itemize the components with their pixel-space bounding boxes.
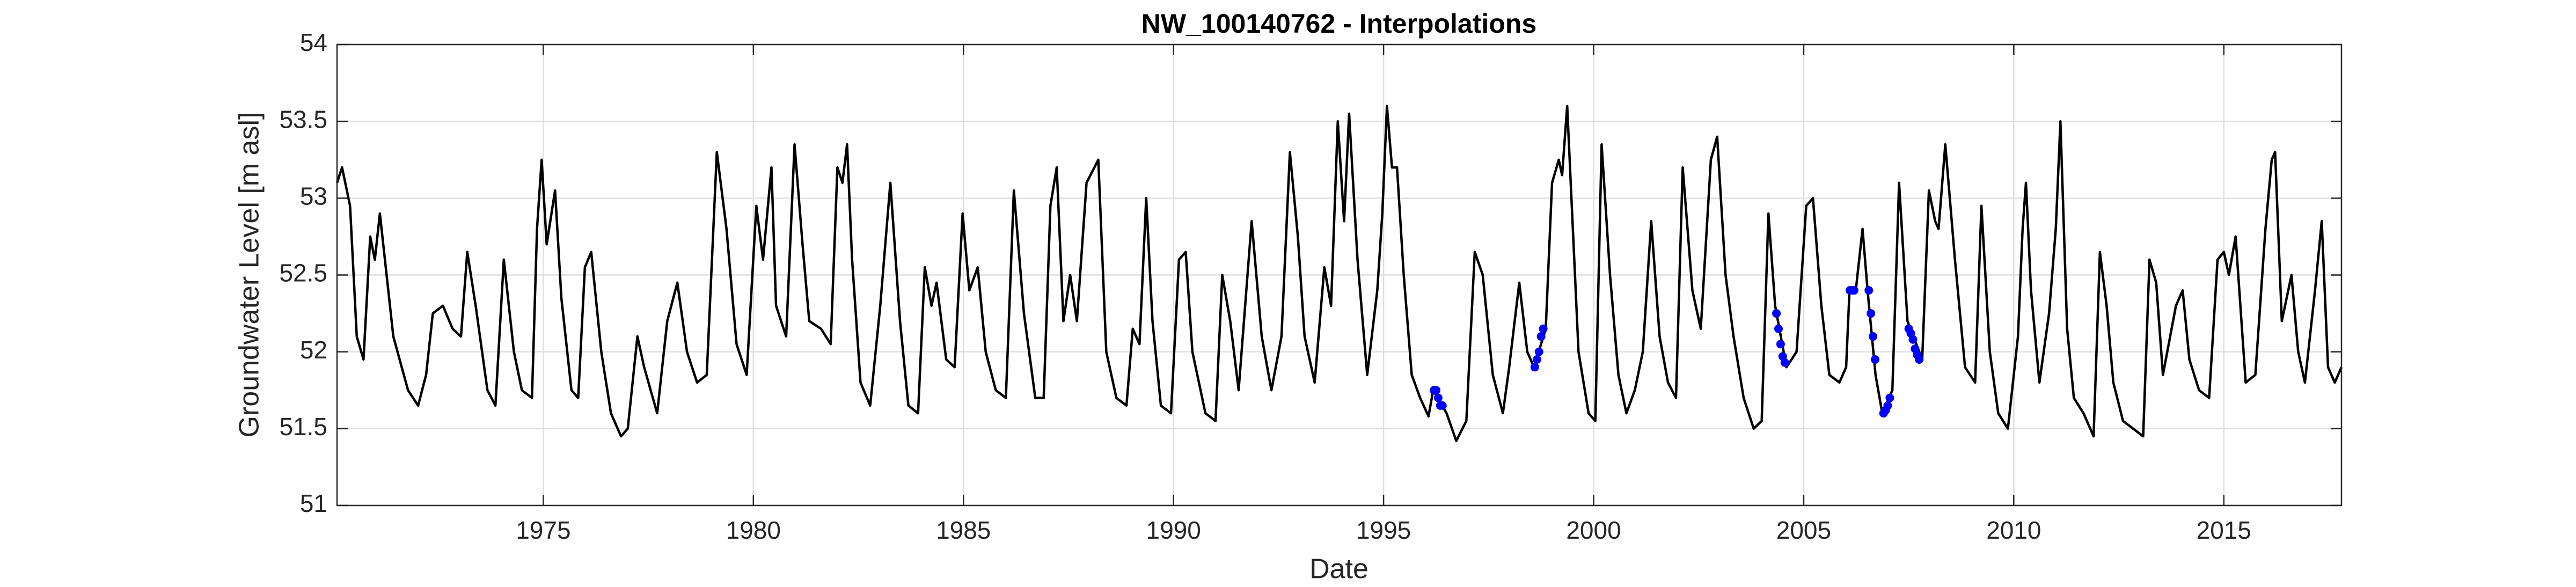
plot-frame <box>336 43 2343 507</box>
interpolated-point <box>1530 363 1539 372</box>
interpolated-point <box>1539 324 1548 333</box>
x-tick-label: 2000 <box>1566 516 1621 544</box>
x-tick-label: 1985 <box>936 516 991 544</box>
series-line <box>335 105 2343 442</box>
y-tick-label: 51.5 <box>279 413 327 441</box>
y-tick-label: 52.5 <box>279 259 327 287</box>
interpolated-point <box>1908 335 1918 344</box>
interpolated-point <box>1871 355 1880 364</box>
interpolated-point <box>1532 355 1541 364</box>
x-tick-label: 1995 <box>1356 516 1411 544</box>
x-axis-label: Date <box>1309 554 1368 585</box>
x-tick-label: 1990 <box>1146 516 1201 544</box>
y-tick-label: 53.5 <box>279 105 327 133</box>
interpolated-point <box>1438 401 1447 410</box>
interpolated-point <box>1867 309 1876 318</box>
y-tick-label: 54 <box>300 28 327 56</box>
x-tick-label: 1975 <box>516 516 570 544</box>
interpolated-point <box>1774 324 1783 333</box>
y-tick-label: 52 <box>300 336 327 364</box>
y-tick-label: 53 <box>300 182 327 210</box>
interpolated-point <box>1849 286 1858 295</box>
interpolated-point <box>1915 355 1924 364</box>
interpolated-point <box>1431 386 1440 395</box>
interpolated-point <box>1772 309 1781 318</box>
interpolated-point <box>1883 401 1892 410</box>
interpolated-point <box>1780 358 1789 367</box>
interpolated-point <box>1536 332 1546 341</box>
y-tick-label: 51 <box>300 489 327 517</box>
x-tick-label: 2015 <box>2197 516 2251 544</box>
interpolated-point <box>1534 347 1543 356</box>
chart-title: NW_100140762 - Interpolations <box>1141 9 1536 39</box>
interpolated-point <box>1869 332 1878 341</box>
interpolated-point <box>1776 340 1785 349</box>
interpolated-point <box>1433 393 1443 402</box>
interpolated-point <box>1885 393 1894 402</box>
x-tick-label: 1980 <box>726 516 781 544</box>
y-axis-label: Groundwater Level [m asl] <box>234 112 265 438</box>
interpolated-point <box>1864 286 1874 295</box>
x-tick-label: 2010 <box>1986 516 2041 544</box>
x-tick-label: 2005 <box>1776 516 1831 544</box>
